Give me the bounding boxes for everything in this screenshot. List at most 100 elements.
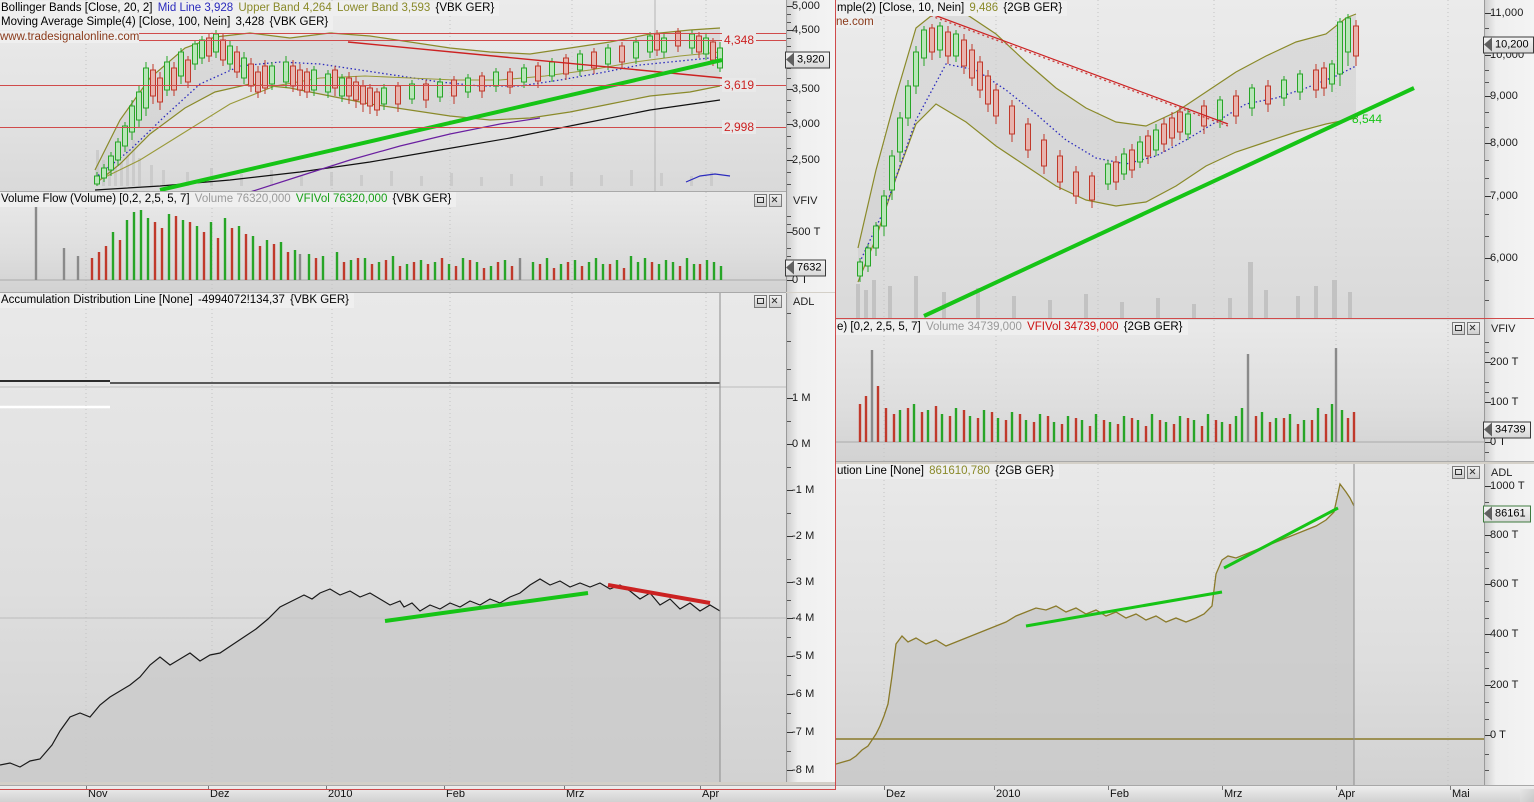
- close-icon[interactable]: [769, 295, 782, 308]
- time-label-2: 2010: [328, 788, 353, 800]
- time-label-1: Dez: [210, 788, 230, 800]
- resize-grip[interactable]: [1520, 789, 1534, 802]
- close-icon[interactable]: [769, 194, 782, 207]
- right-price-bottom-line: [836, 318, 1534, 319]
- right-volume-panel-controls[interactable]: [1452, 322, 1480, 335]
- left-volume-axis[interactable]: VFIV 500 T 0 T 7632: [785, 192, 836, 292]
- maximize-icon[interactable]: [754, 194, 767, 207]
- bollinger-upper: Upper Band 4,264: [238, 2, 332, 14]
- resistance-line-1: [0, 40, 786, 41]
- rvol-tick-0: 200 T: [1490, 356, 1519, 368]
- rprice-tick-3: 8,000: [1490, 137, 1519, 149]
- radl-name: ution Line [None]: [837, 465, 924, 477]
- right-volume-axis[interactable]: VFIV 200 T 100 T 0 T 34739: [1483, 320, 1534, 462]
- left-volume-plot[interactable]: [0, 192, 786, 292]
- left-adl-axis-title: ADL: [793, 296, 815, 308]
- radl-tick-2: 600 T: [1490, 578, 1519, 590]
- rprice-tick-5: 6,000: [1490, 252, 1519, 264]
- rvolume-value: Volume 34739,000: [925, 321, 1022, 333]
- volume-value: Volume 76320,000: [194, 193, 291, 205]
- vol-tick-0: 500 T: [792, 226, 821, 238]
- panel-divider-2: [0, 292, 786, 293]
- ma-value: 3,428: [235, 16, 265, 28]
- bollinger-mid: Mid Line 3,928: [157, 2, 234, 14]
- right-volume-panel[interactable]: e) [0,2, 2,5, 5, 7] Volume 34739,000 VFI…: [836, 320, 1484, 462]
- rtime-label-4: Apr: [1338, 788, 1356, 800]
- radl-tick-1: 800 T: [1490, 529, 1519, 541]
- resistance-label-3: 2,998: [722, 120, 757, 134]
- left-vfi-value-tag: 7632: [785, 259, 827, 277]
- right-trend-label: 8,544: [1352, 112, 1383, 126]
- resistance-line-3: [0, 127, 786, 128]
- rvol-tick-1: 100 T: [1490, 396, 1519, 408]
- right-vfi-value-tag: 34739: [1483, 421, 1531, 439]
- vfivol-value: VFIVol 76320,000: [295, 193, 388, 205]
- ma-symbol: {VBK GER}: [269, 16, 329, 28]
- bollinger-lower: Lower Band 3,593: [336, 2, 431, 14]
- left-volume-axis-title: VFIV: [793, 195, 818, 207]
- rvfivol-value: VFIVol 34739,000: [1027, 321, 1119, 333]
- adl-value: -4994072!134,37: [197, 294, 285, 306]
- right-time-axis[interactable]: Dez 2010 Feb Mrz Apr Mai: [836, 785, 1534, 802]
- close-icon[interactable]: [1467, 466, 1480, 479]
- left-frame-right: [835, 0, 836, 790]
- radl-tick-3: 400 T: [1490, 628, 1519, 640]
- right-ma-name: mple(2) [Close, 10, Nein]: [837, 2, 965, 14]
- resistance-label-1: 4,348: [722, 33, 757, 47]
- adl-tick-9: -8 M: [792, 764, 815, 776]
- time-label-3: Feb: [446, 788, 465, 800]
- left-volume-panel-controls[interactable]: [754, 194, 782, 207]
- left-price-plot[interactable]: [0, 0, 786, 192]
- rvolume-flow-name: e) [0,2, 2,5, 5, 7]: [837, 321, 921, 333]
- left-price-panel[interactable]: Bollinger Bands [Close, 20, 2] Mid Line …: [0, 0, 786, 192]
- right-price-panel[interactable]: mple(2) [Close, 10, Nein] 9,486 {2GB GER…: [836, 0, 1484, 320]
- left-bollinger-legend: Bollinger Bands [Close, 20, 2] Mid Line …: [0, 1, 500, 16]
- left-adl-axis[interactable]: ADL 1 M 0 M -1 M -2 M -3 M -4 M -5 M -6 …: [786, 293, 836, 782]
- resistance-label-2: 3,619: [722, 78, 757, 92]
- bollinger-symbol: {VBK GER}: [435, 2, 495, 14]
- right-price-axis[interactable]: 11,000 10,000 9,000 8,000 7,000 6,000 10…: [1483, 0, 1534, 320]
- right-adl-value-tag: 86161: [1483, 505, 1531, 523]
- adl-symbol: {VBK GER}: [290, 294, 349, 306]
- adl-name: Accumulation Distribution Line [None]: [1, 294, 193, 306]
- rprice-tick-0: 11,000: [1490, 7, 1524, 19]
- right-adl-axis[interactable]: ADL 1000 T 800 T 600 T 400 T 200 T 0 T 8…: [1483, 464, 1534, 785]
- right-volume-legend: e) [0,2, 2,5, 5, 7] Volume 34739,000 VFI…: [836, 320, 1188, 335]
- left-price-axis[interactable]: 5,000 4,500 4,000 3,500 3,000 2,500 3,92…: [785, 0, 836, 192]
- right-adl-panel-controls[interactable]: [1452, 466, 1480, 479]
- left-time-axis[interactable]: Nov Dez 2010 Feb Mrz Apr: [0, 785, 836, 802]
- right-volume-plot[interactable]: [836, 320, 1484, 462]
- volume-flow-name: Volume Flow (Volume) [0,2, 2,5, 5, 7]: [1, 193, 190, 205]
- right-chart-window[interactable]: mple(2) [Close, 10, Nein] 9,486 {2GB GER…: [836, 0, 1534, 802]
- left-adl-panel[interactable]: Accumulation Distribution Line [None] -4…: [0, 293, 786, 782]
- left-adl-plot[interactable]: [0, 293, 786, 782]
- right-ma-value: 9,486: [969, 2, 999, 14]
- right-adl-axis-title: ADL: [1491, 467, 1513, 479]
- close-icon[interactable]: [1467, 322, 1480, 335]
- adl-tick-1: 0 M: [792, 438, 811, 450]
- rtime-label-5: Mai: [1452, 788, 1470, 800]
- ma-name: Moving Average Simple(4) [Close, 100, Ne…: [1, 16, 231, 28]
- maximize-icon[interactable]: [1452, 466, 1465, 479]
- left-adl-legend: Accumulation Distribution Line [None] -4…: [0, 293, 354, 308]
- left-adl-panel-controls[interactable]: [754, 295, 782, 308]
- right-adl-panel[interactable]: ution Line [None] 861610,780 {2GB GER}: [836, 464, 1484, 785]
- maximize-icon[interactable]: [754, 295, 767, 308]
- rtime-label-1: 2010: [996, 788, 1021, 800]
- left-volume-panel[interactable]: Volume Flow (Volume) [0,2, 2,5, 5, 7] Vo…: [0, 192, 786, 292]
- rprice-tick-2: 9,000: [1490, 90, 1519, 102]
- right-price-plot[interactable]: [836, 0, 1484, 320]
- maximize-icon[interactable]: [1452, 322, 1465, 335]
- left-frame-bottom: [0, 789, 836, 790]
- price-tick-1: 4,500: [792, 24, 821, 36]
- bollinger-name: Bollinger Bands [Close, 20, 2]: [1, 2, 153, 14]
- adl-tick-0: 1 M: [792, 392, 811, 404]
- left-chart-window[interactable]: Bollinger Bands [Close, 20, 2] Mid Line …: [0, 0, 836, 802]
- left-last-price-tag: 3,920: [785, 51, 830, 69]
- right-adl-plot[interactable]: [836, 464, 1484, 785]
- adl-tick-8: -7 M: [792, 726, 815, 738]
- radl-tick-0: 1000 T: [1490, 480, 1525, 492]
- radl-tick-5: 0 T: [1490, 729, 1506, 741]
- resistance-line-top: [0, 33, 786, 34]
